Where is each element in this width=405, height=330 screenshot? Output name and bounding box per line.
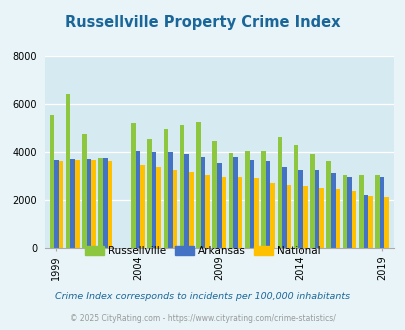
Bar <box>330 173 335 248</box>
Bar <box>244 150 249 248</box>
Bar <box>151 152 156 248</box>
Bar <box>374 175 379 248</box>
Bar <box>196 122 200 248</box>
Bar <box>314 170 318 248</box>
Bar <box>82 134 86 248</box>
Legend: Russellville, Arkansas, National: Russellville, Arkansas, National <box>81 242 324 260</box>
Bar <box>309 154 314 248</box>
Bar <box>384 197 388 248</box>
Bar <box>205 175 209 248</box>
Bar <box>342 175 346 248</box>
Bar <box>75 160 79 248</box>
Bar <box>216 163 221 248</box>
Bar <box>54 160 58 248</box>
Bar <box>335 189 339 248</box>
Bar <box>212 141 216 248</box>
Bar <box>318 188 323 248</box>
Bar <box>168 152 172 248</box>
Bar <box>66 94 70 248</box>
Bar <box>184 154 188 248</box>
Bar <box>91 160 96 248</box>
Bar <box>298 170 302 248</box>
Bar <box>135 150 140 248</box>
Text: © 2025 CityRating.com - https://www.cityrating.com/crime-statistics/: © 2025 CityRating.com - https://www.city… <box>70 314 335 323</box>
Bar <box>58 161 63 248</box>
Bar <box>254 178 258 248</box>
Bar <box>367 196 372 248</box>
Bar <box>107 161 112 248</box>
Bar <box>346 177 351 248</box>
Bar <box>163 129 168 248</box>
Bar <box>103 158 107 248</box>
Bar <box>232 157 237 248</box>
Bar <box>228 153 232 248</box>
Bar <box>237 177 242 248</box>
Bar <box>147 139 151 248</box>
Bar <box>281 167 286 248</box>
Bar <box>98 158 103 248</box>
Bar <box>358 175 362 248</box>
Bar <box>179 125 184 248</box>
Bar <box>221 177 226 248</box>
Bar <box>379 177 384 248</box>
Bar <box>326 161 330 248</box>
Bar <box>270 183 274 248</box>
Bar <box>260 150 265 248</box>
Bar <box>156 167 160 248</box>
Bar <box>249 160 254 248</box>
Bar <box>188 172 193 248</box>
Bar <box>362 195 367 248</box>
Text: Russellville Property Crime Index: Russellville Property Crime Index <box>65 15 340 30</box>
Bar <box>277 137 281 248</box>
Bar <box>86 159 91 248</box>
Bar <box>200 157 205 248</box>
Bar <box>302 186 307 248</box>
Bar <box>293 145 298 248</box>
Bar <box>351 191 356 248</box>
Bar <box>286 185 290 248</box>
Bar <box>131 123 135 248</box>
Bar <box>70 159 75 248</box>
Bar <box>172 170 177 248</box>
Bar <box>265 161 270 248</box>
Text: Crime Index corresponds to incidents per 100,000 inhabitants: Crime Index corresponds to incidents per… <box>55 292 350 301</box>
Bar <box>49 115 54 248</box>
Bar <box>140 165 144 248</box>
